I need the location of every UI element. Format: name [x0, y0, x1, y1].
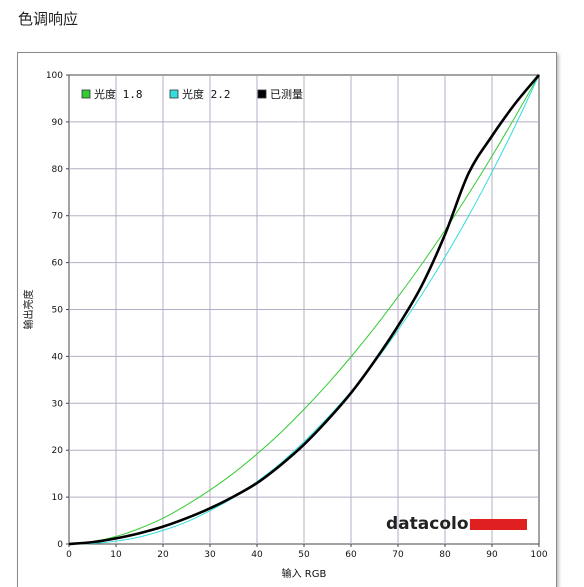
- x-tick-label: 40: [251, 550, 263, 560]
- grid-lines: [68, 74, 540, 545]
- tone-response-chart: 0 10 20 30 40 50 60 70 80 90 100 0 10 20 30 40 50 60 70 80 9…: [22, 71, 548, 580]
- y-axis-label: 输出亮度: [22, 290, 35, 330]
- y-tick-label: 20: [52, 446, 64, 456]
- y-tick-label: 0: [57, 540, 63, 550]
- x-tick-label: 90: [486, 550, 498, 560]
- x-tick-label: 30: [204, 550, 216, 560]
- x-tick-label: 50: [298, 550, 310, 560]
- y-tick-label: 40: [52, 352, 64, 362]
- y-tick-label: 30: [52, 399, 64, 409]
- axis-ticks: 0 10 20 30 40 50 60 70 80 90 100 0 10 20 30 40 50 60 70 80 9…: [46, 71, 548, 560]
- y-tick-label: 60: [52, 259, 64, 269]
- y-tick-label: 100: [46, 71, 63, 81]
- series-lines: [68, 74, 540, 546]
- x-tick-label: 20: [157, 550, 169, 560]
- series-line-2: [68, 74, 540, 545]
- x-tick-label: 70: [392, 550, 404, 560]
- y-tick-label: 10: [52, 493, 64, 503]
- legend-swatch: [257, 89, 267, 99]
- series-line-1: [68, 74, 540, 545]
- legend-swatch: [169, 89, 179, 99]
- x-tick-label: 0: [66, 550, 72, 560]
- y-tick-label: 80: [52, 165, 64, 175]
- brand-name: datacolor: [386, 514, 478, 534]
- series-line-3: [68, 74, 540, 546]
- brand-bar: [470, 519, 527, 530]
- x-tick-label: 100: [530, 550, 547, 560]
- legend-label: 光度 1.8: [94, 87, 143, 101]
- x-tick-label: 80: [439, 550, 451, 560]
- datacolor-logo: datacolor: [386, 514, 527, 534]
- x-tick-label: 60: [345, 550, 357, 560]
- chart-panel: 0 10 20 30 40 50 60 70 80 90 100 0 10 20 30 40 50 60 70 80 9…: [17, 52, 557, 587]
- legend-label: 已测量: [270, 88, 303, 101]
- page-title: 色调响应: [18, 10, 79, 28]
- x-axis-label: 输入 RGB: [282, 567, 327, 580]
- y-tick-label: 70: [52, 212, 64, 222]
- legend: 光度 1.8 光度 2.2 已测量: [81, 87, 303, 101]
- y-tick-label: 90: [52, 118, 64, 128]
- legend-swatch: [81, 89, 91, 99]
- legend-label: 光度 2.2: [182, 87, 231, 101]
- x-tick-label: 10: [110, 550, 122, 560]
- y-tick-label: 50: [52, 306, 64, 316]
